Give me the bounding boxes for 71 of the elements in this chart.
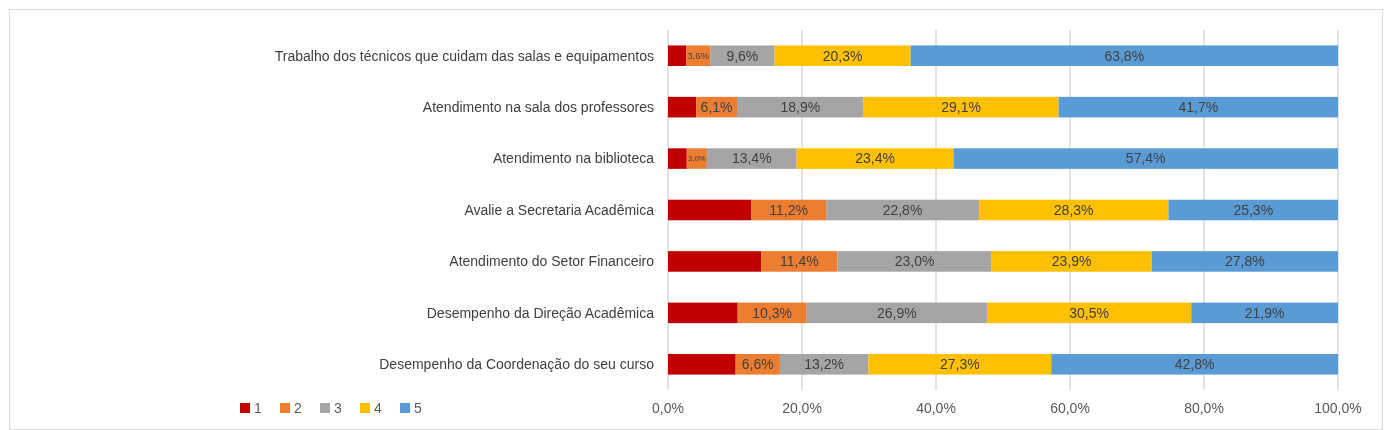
data-label: 20,3%	[822, 47, 863, 64]
y-tick-label: Trabalho dos técnicos que cuidam das salas e equipamentos	[274, 47, 654, 64]
bar	[910, 45, 1338, 66]
bar	[1168, 199, 1338, 221]
data-label: 25,3%	[1233, 201, 1274, 218]
data-label: 30,5%	[1069, 304, 1109, 321]
data-label: 23,9%	[1051, 253, 1092, 270]
data-label: 13,2%	[804, 356, 844, 373]
y-tick-label: Atendimento na biblioteca	[492, 150, 655, 167]
data-label: 21,9%	[1244, 304, 1285, 321]
data-label: 27,8%	[1225, 253, 1265, 270]
bar	[1151, 251, 1338, 272]
legend-label: 4	[374, 399, 382, 416]
legend-label: 1	[254, 399, 262, 416]
bar	[668, 96, 697, 118]
bar	[761, 251, 838, 272]
bar	[668, 251, 762, 272]
data-label: 3,6%	[687, 50, 710, 62]
bar	[668, 199, 752, 221]
data-label: 23,0%	[894, 253, 935, 270]
data-label: 11,2%	[769, 201, 808, 218]
data-label: 11,4%	[779, 253, 819, 270]
legend-label: 5	[414, 399, 422, 416]
data-label: 57,4%	[1125, 150, 1166, 167]
bar	[837, 251, 992, 272]
x-tick-label: 100,0%	[1314, 400, 1362, 416]
bar	[668, 45, 687, 66]
y-tick-label: Atendimento do Setor Financeiro	[449, 253, 655, 270]
data-label: 13,4%	[731, 150, 772, 167]
bar	[1051, 354, 1338, 375]
bar	[796, 148, 954, 169]
bar	[1058, 96, 1338, 118]
data-label: 23,4%	[855, 150, 895, 167]
y-tick-label: Avalie a Secretaria Acadêmica	[464, 201, 655, 218]
bar	[863, 96, 1059, 118]
bar	[668, 148, 687, 169]
bar	[1191, 302, 1338, 324]
y-tick-label: Desempenho da Direção Acadêmica	[426, 304, 655, 321]
data-label: 29,1%	[941, 99, 981, 116]
legend-label: 2	[294, 399, 302, 416]
data-label: 42,8%	[1174, 356, 1215, 373]
legend-label: 3	[334, 399, 342, 416]
bar	[668, 302, 738, 324]
y-tick-label: Atendimento na sala dos professores	[422, 99, 654, 116]
bar	[868, 354, 1052, 375]
bar	[706, 148, 797, 169]
data-label: 6,1%	[700, 99, 733, 116]
bar	[668, 354, 736, 375]
data-label: 6,6%	[741, 356, 774, 373]
bar	[806, 302, 987, 324]
x-tick-label: 40,0%	[916, 400, 956, 416]
data-label: 9,6%	[726, 47, 759, 64]
bar	[774, 45, 911, 66]
bar	[826, 199, 979, 221]
data-label: 63,8%	[1104, 47, 1145, 64]
bar	[991, 251, 1152, 272]
x-tick-label: 60,0%	[1050, 400, 1090, 416]
data-label: 41,7%	[1178, 99, 1219, 116]
data-label: 22,8%	[882, 201, 923, 218]
x-tick-label: 0,0%	[652, 400, 684, 416]
x-tick-label: 20,0%	[782, 400, 822, 416]
bar	[953, 148, 1338, 169]
bar	[986, 302, 1192, 324]
data-label: 10,3%	[752, 304, 793, 321]
bar	[978, 199, 1169, 221]
data-label: 28,3%	[1053, 201, 1094, 218]
x-tick-label: 80,0%	[1184, 400, 1224, 416]
data-label: 18,9%	[780, 99, 821, 116]
data-label: 26,9%	[876, 304, 917, 321]
data-label: 27,3%	[939, 356, 980, 373]
y-tick-label: Desempenho da Coordenação do seu curso	[379, 356, 655, 373]
